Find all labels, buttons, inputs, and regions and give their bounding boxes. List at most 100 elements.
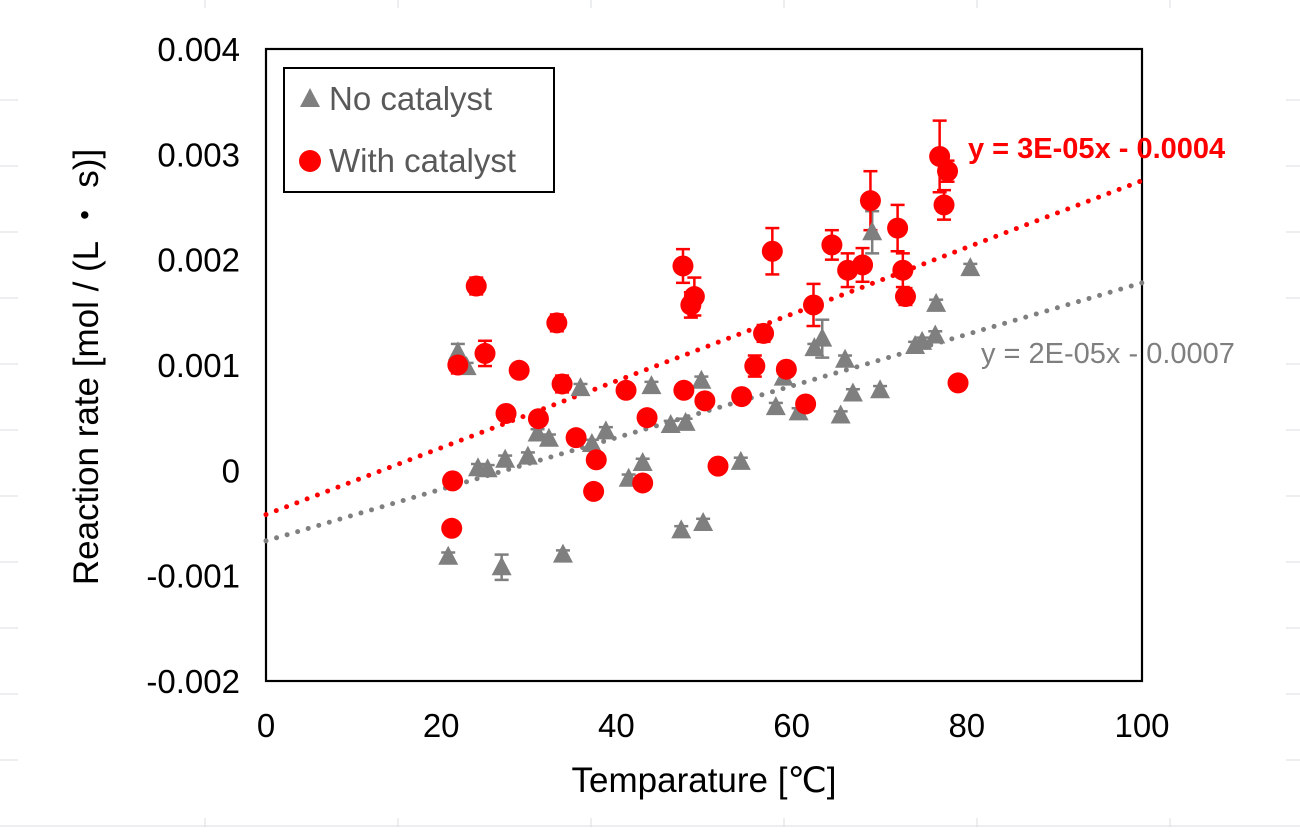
point-with-catalyst: [441, 517, 463, 539]
legend-marker-with-catalyst: [299, 150, 321, 172]
legend-label-no-catalyst: No catalyst: [329, 80, 492, 117]
point-with-catalyst: [673, 379, 695, 401]
point-no-catalyst: [438, 545, 459, 565]
point-with-catalyst: [632, 472, 654, 494]
x-tick-label: 0: [257, 707, 275, 744]
point-with-catalyst: [474, 342, 496, 364]
point-with-catalyst: [465, 275, 487, 297]
point-with-catalyst: [527, 408, 549, 430]
point-no-catalyst: [517, 445, 538, 465]
data-markers: [438, 145, 981, 576]
point-no-catalyst: [447, 341, 468, 361]
y-tick-label: 0.001: [157, 347, 240, 384]
point-no-catalyst: [675, 411, 696, 431]
point-with-catalyst: [583, 480, 605, 502]
legend-label-with-catalyst: With catalyst: [329, 142, 516, 179]
trendline-no-catalyst: [263, 280, 1145, 544]
point-with-catalyst: [859, 190, 881, 212]
point-with-catalyst: [894, 286, 916, 308]
point-no-catalyst: [671, 519, 692, 539]
point-with-catalyst: [731, 386, 753, 408]
point-with-catalyst: [887, 217, 909, 239]
point-no-catalyst: [641, 375, 662, 395]
trendline-with-catalyst: [263, 178, 1145, 518]
point-with-catalyst: [442, 470, 464, 492]
y-tick-label: -0.001: [146, 558, 240, 595]
point-with-catalyst: [546, 312, 568, 334]
y-tick-label: 0.004: [157, 31, 240, 68]
point-with-catalyst: [947, 372, 969, 394]
point-with-catalyst: [933, 194, 955, 216]
x-axis-title: Temparature [℃]: [572, 761, 837, 800]
point-no-catalyst: [477, 458, 498, 478]
y-tick-label: 0.003: [157, 136, 240, 173]
point-no-catalyst: [660, 414, 681, 434]
point-with-catalyst: [585, 449, 607, 471]
y-tick-label: 0.002: [157, 242, 240, 279]
point-no-catalyst: [693, 512, 714, 531]
point-with-catalyst: [551, 373, 573, 395]
point-no-catalyst: [830, 404, 851, 424]
x-tick-label: 100: [1114, 707, 1169, 744]
point-with-catalyst: [508, 359, 530, 381]
point-no-catalyst: [862, 221, 883, 241]
point-no-catalyst: [491, 556, 512, 576]
point-with-catalyst: [937, 160, 959, 182]
point-no-catalyst: [527, 422, 548, 442]
point-no-catalyst: [765, 396, 786, 416]
point-no-catalyst: [835, 348, 856, 368]
point-no-catalyst: [912, 330, 933, 350]
point-no-catalyst: [595, 420, 616, 440]
x-tick-label: 80: [948, 707, 985, 744]
point-with-catalyst: [775, 358, 797, 380]
point-with-catalyst: [615, 379, 637, 401]
point-with-catalyst: [795, 393, 817, 415]
x-tick-label: 40: [598, 707, 635, 744]
point-with-catalyst: [683, 286, 705, 308]
point-with-catalyst: [672, 255, 694, 277]
point-no-catalyst: [842, 382, 863, 402]
point-no-catalyst: [581, 433, 602, 452]
point-with-catalyst: [744, 355, 766, 377]
y-axis-tick-labels: -0.002 -0.001 0 0.001 0.002 0.003 0.004: [146, 31, 240, 700]
legend-marker-no-catalyst: [300, 88, 320, 107]
point-no-catalyst: [870, 379, 891, 399]
x-axis-tick-labels: 0 20 40 60 80 100: [257, 707, 1170, 744]
trendline-equation-no-catalyst: y = 2E-05x - 0.0007: [981, 338, 1235, 370]
y-tick-label: -0.002: [146, 663, 240, 700]
x-tick-label: 20: [423, 707, 460, 744]
point-with-catalyst: [565, 427, 587, 449]
point-with-catalyst: [447, 354, 469, 376]
y-axis-title: Reaction rate [mol / (L ・ s)]: [67, 149, 106, 585]
point-with-catalyst: [636, 407, 658, 429]
point-with-catalyst: [821, 234, 843, 256]
x-tick-label: 60: [773, 707, 810, 744]
point-no-catalyst: [925, 324, 946, 344]
legend: No catalyst With catalyst: [283, 67, 555, 193]
trendline-equation-with-catalyst: y = 3E-05x - 0.0004: [968, 133, 1225, 165]
point-with-catalyst: [852, 254, 874, 276]
trendline-equations: y = 2E-05x - 0.0007 y = 3E-05x - 0.0004: [968, 133, 1235, 370]
point-with-catalyst: [753, 322, 775, 344]
point-no-catalyst: [691, 369, 712, 389]
point-no-catalyst: [552, 543, 573, 563]
point-no-catalyst: [538, 427, 559, 447]
point-no-catalyst: [960, 257, 981, 277]
point-no-catalyst: [570, 377, 591, 397]
point-with-catalyst: [495, 402, 517, 424]
plot-area-frame: [264, 47, 1144, 683]
point-no-catalyst: [495, 448, 516, 468]
point-no-catalyst: [632, 451, 653, 471]
point-with-catalyst: [892, 259, 914, 281]
point-no-catalyst: [812, 327, 833, 347]
y-tick-label: 0: [222, 452, 240, 489]
point-no-catalyst: [926, 292, 947, 312]
point-with-catalyst: [803, 294, 824, 316]
legend-box: [283, 67, 555, 193]
point-with-catalyst: [694, 390, 716, 412]
point-with-catalyst: [707, 455, 729, 477]
point-with-catalyst: [761, 240, 783, 262]
point-no-catalyst: [730, 450, 751, 470]
